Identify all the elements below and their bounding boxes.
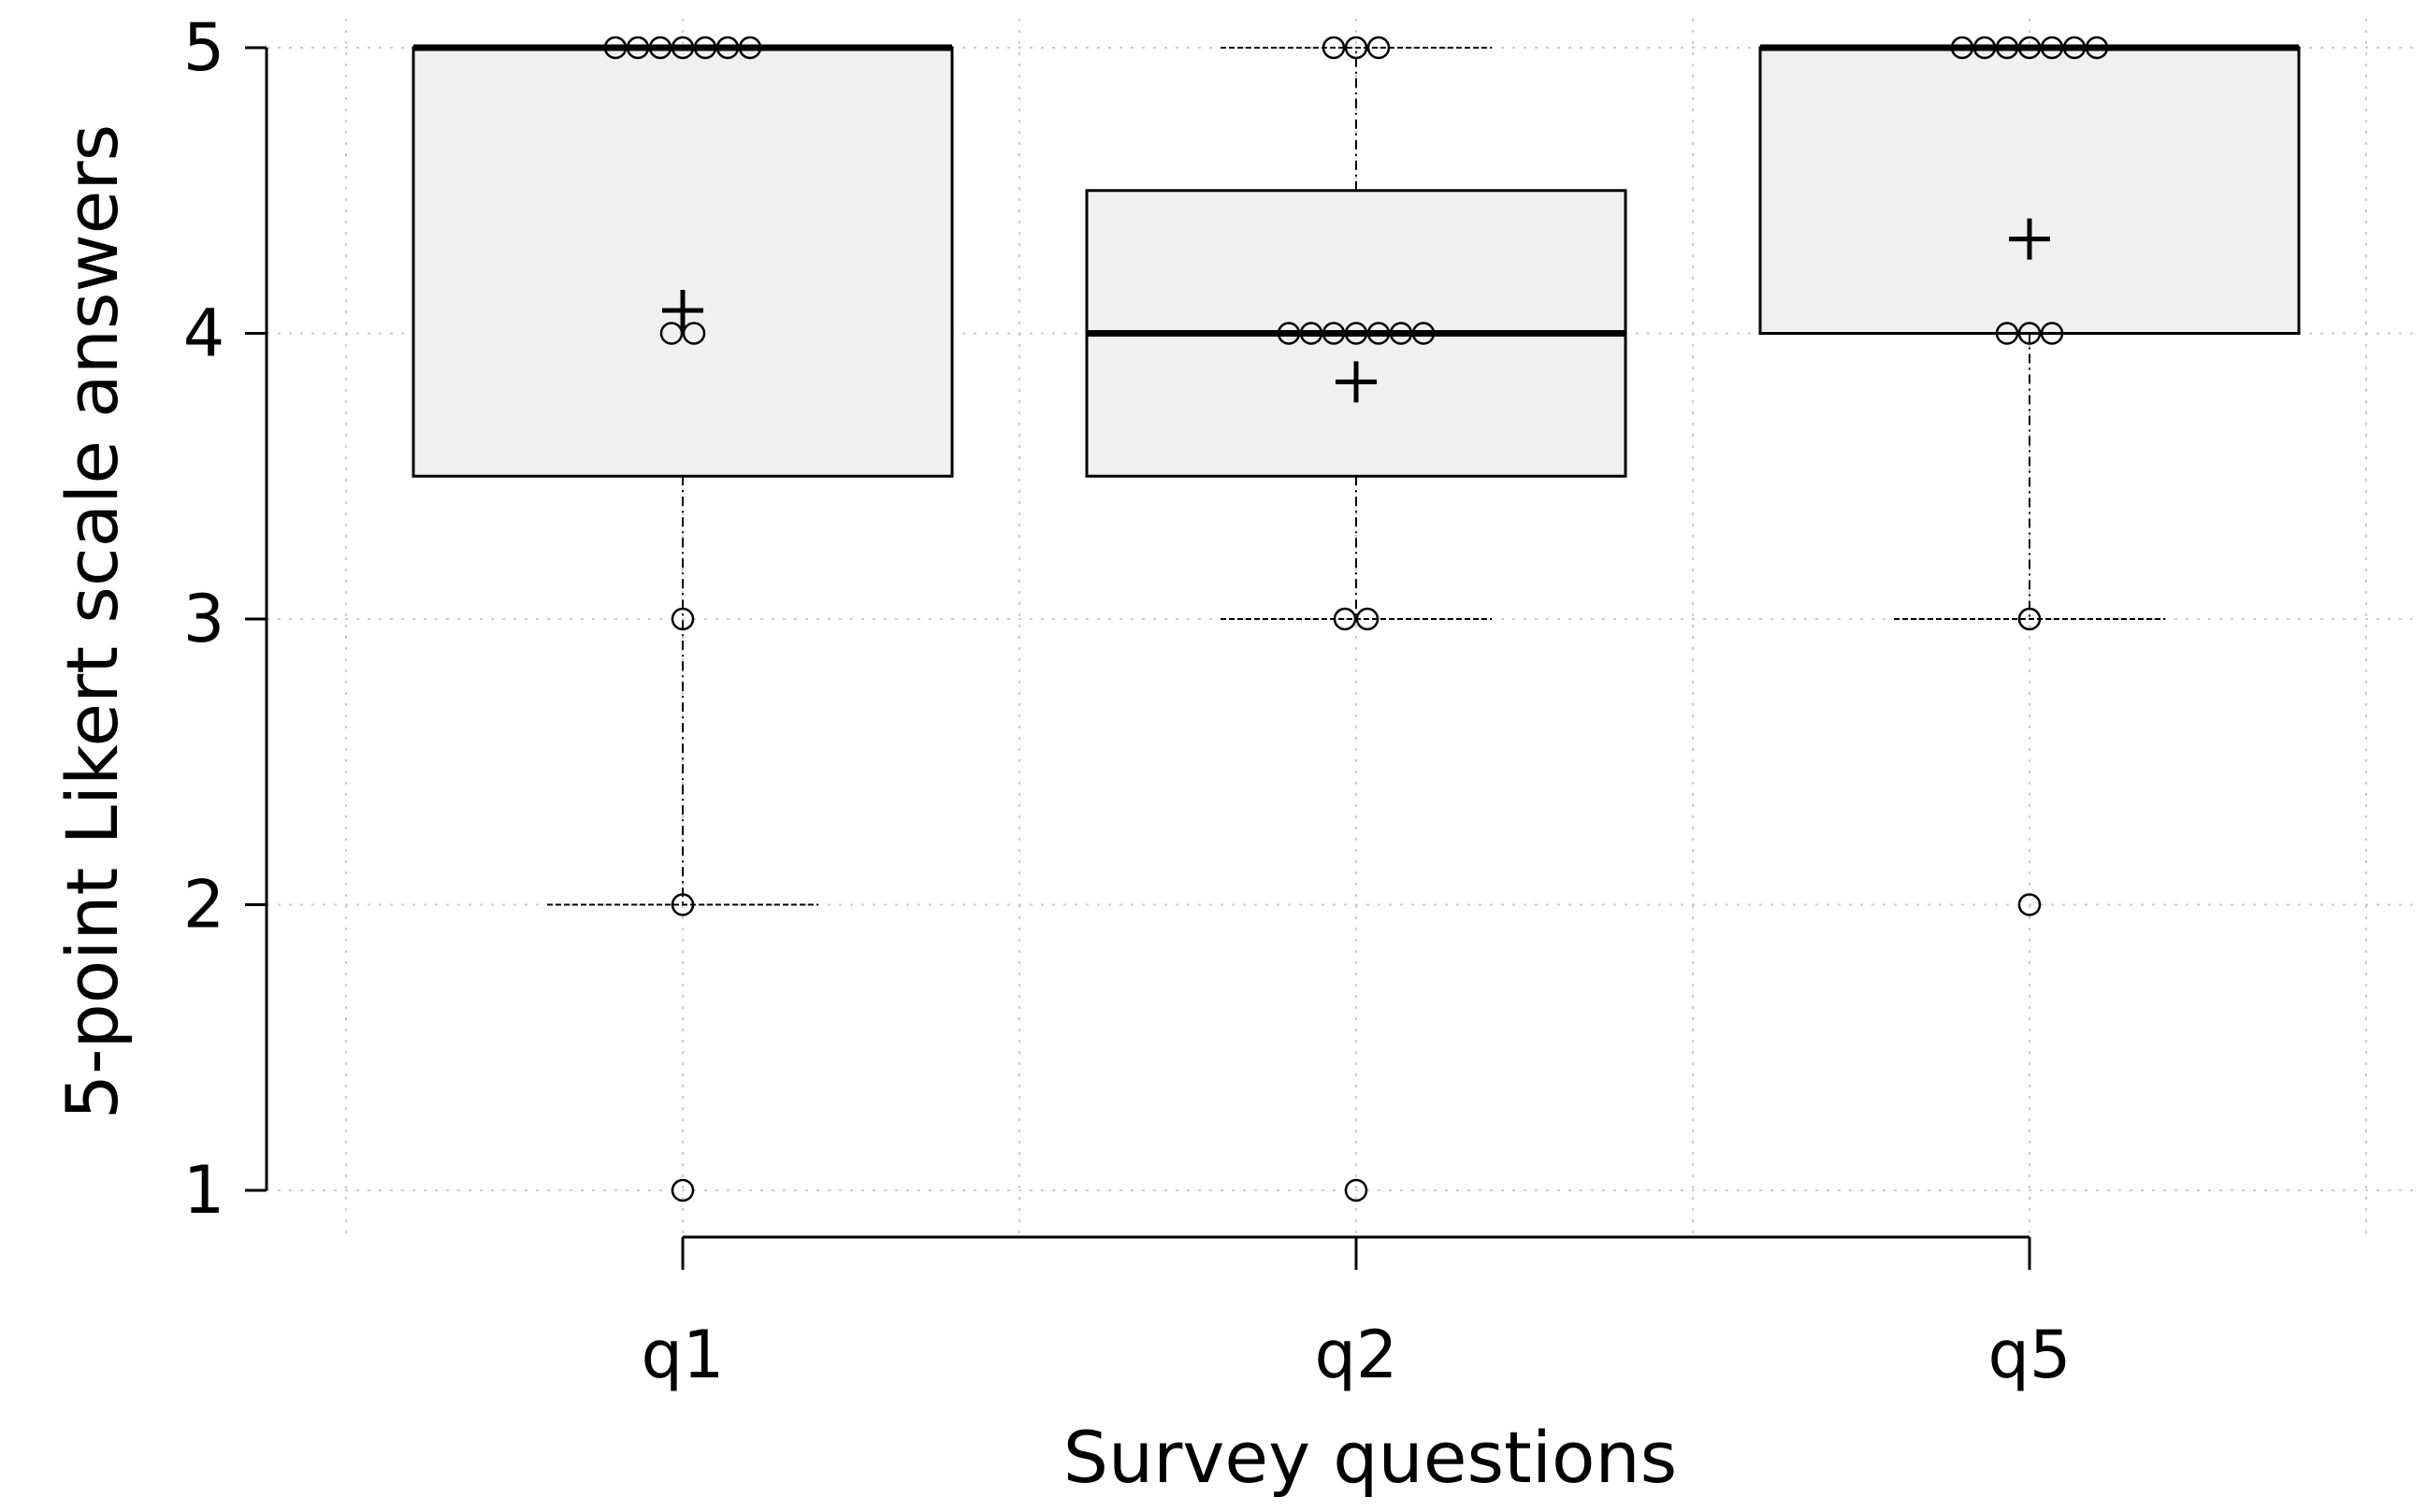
point-q2-5-2: [1366, 36, 1391, 60]
mean-marker-q5: [2009, 218, 2050, 260]
point-q2-4-2: [1322, 322, 1346, 345]
point-q5-4-0: [1995, 322, 2019, 345]
point-q2-4-0: [1277, 322, 1301, 345]
y-tick-label-3: 3: [183, 581, 225, 657]
point-q1-5-5: [715, 36, 740, 60]
axes: Survey questions 5-point Likert scale an…: [51, 9, 2071, 1499]
x-axis-label: Survey questions: [1063, 1416, 1677, 1499]
y-tick-label-4: 4: [183, 295, 225, 372]
y-tick-label-1: 1: [183, 1152, 225, 1229]
mean-marker-q1: [662, 290, 703, 332]
point-q5-5-3: [2017, 36, 2042, 60]
point-q2-4-1: [1299, 322, 1323, 345]
point-q1-5-6: [738, 36, 762, 60]
point-q2-5-0: [1322, 36, 1346, 60]
point-q2-5-1: [1344, 36, 1368, 60]
box-q5: [1758, 46, 2301, 335]
point-q5-3-0: [2017, 607, 2042, 631]
x-tick-label-q2: q2: [1315, 1317, 1398, 1393]
point-q1-5-2: [648, 36, 672, 60]
x-tick-label-q1: q1: [642, 1317, 725, 1393]
point-q2-4-3: [1344, 322, 1368, 345]
x-tick-label-q5: q5: [1988, 1317, 2072, 1393]
boxes: [412, 44, 2301, 906]
point-q5-5-1: [1972, 36, 1997, 60]
point-q1-4-1: [682, 322, 706, 345]
point-q5-4-1: [2017, 322, 2042, 345]
point-q2-3-0: [1333, 607, 1357, 631]
box-q1: [412, 46, 954, 478]
point-q5-2-0: [2017, 893, 2042, 916]
point-q1-2-0: [671, 893, 695, 916]
point-q2-4-6: [1411, 322, 1436, 345]
y-tick-label-5: 5: [183, 9, 225, 86]
point-q2-3-1: [1355, 607, 1380, 631]
point-q1-5-4: [693, 36, 717, 60]
point-q2-1-0: [1344, 1178, 1368, 1202]
y-tick-label-2: 2: [183, 867, 225, 943]
point-q2-4-4: [1366, 322, 1391, 345]
point-q5-5-0: [1950, 36, 1974, 60]
point-q1-1-0: [671, 1178, 695, 1202]
data-points: [603, 36, 2109, 1202]
point-q1-5-0: [603, 36, 628, 60]
point-q5-4-2: [2040, 322, 2064, 345]
point-q5-5-5: [2062, 36, 2087, 60]
point-q1-5-3: [671, 36, 695, 60]
point-q5-5-2: [1995, 36, 2019, 60]
y-axis-label: 5-point Likert scale answers: [51, 124, 134, 1120]
point-q5-5-4: [2040, 36, 2064, 60]
mean-marker-q2: [1336, 361, 1377, 403]
point-q5-5-6: [2085, 36, 2109, 60]
point-q2-4-5: [1389, 322, 1413, 345]
point-q1-5-1: [626, 36, 650, 60]
point-q1-3-0: [671, 607, 695, 631]
point-q1-4-0: [659, 322, 684, 345]
